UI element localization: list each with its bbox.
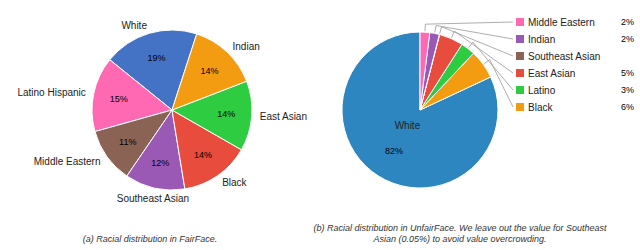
category-label: East Asian — [260, 111, 307, 122]
data-label: 6% — [621, 102, 634, 112]
label-swatch — [516, 52, 524, 60]
category-label: Black — [528, 102, 553, 113]
data-label: 82% — [385, 146, 403, 156]
data-label: 2% — [621, 34, 634, 44]
data-label: 14% — [194, 150, 212, 160]
category-label: Middle Eastern — [528, 17, 595, 28]
category-label: Latino Hispanic — [17, 87, 85, 98]
category-label: Middle Eastern — [34, 156, 101, 167]
category-label: Southeast Asian — [528, 51, 600, 62]
category-label: Latino — [528, 85, 556, 96]
pie-left — [92, 30, 252, 190]
data-label: 19% — [148, 53, 166, 63]
category-label: East Asian — [528, 68, 575, 79]
category-label: Indian — [233, 41, 260, 52]
category-label: Southeast Asian — [117, 193, 189, 204]
category-label: White — [395, 120, 421, 131]
caption: (b) Racial distribution in UnfairFace. W… — [314, 223, 607, 244]
category-label: White — [121, 20, 147, 31]
data-label: 11% — [119, 137, 136, 147]
category-label: Indian — [528, 34, 555, 45]
label-swatch — [516, 18, 524, 26]
chart-root: 19% White 15% Latino Hispanic 11% Middle East… — [0, 0, 640, 250]
data-label: 15% — [110, 94, 128, 104]
data-label: 3% — [621, 85, 634, 95]
pie-slice — [342, 32, 498, 188]
label-swatch — [516, 69, 524, 77]
pie-slice — [420, 32, 430, 110]
category-label: Black — [222, 177, 247, 188]
leader-line — [440, 27, 513, 56]
label-swatch — [516, 35, 524, 43]
label-swatch — [516, 86, 524, 94]
data-label: 14% — [217, 109, 235, 119]
data-label: 12% — [151, 158, 169, 168]
leader-line — [484, 60, 513, 107]
leader-line — [425, 22, 513, 31]
caption-line: (b) Racial distribution in UnfairFace. W… — [314, 223, 607, 233]
data-label: 5% — [621, 68, 634, 78]
pie-right — [342, 32, 498, 188]
caption-line: (a) Racial distribution in FairFace. — [83, 234, 218, 244]
caption: (a) Racial distribution in FairFace. — [83, 234, 218, 244]
caption-line: Asian (0.05%) to avoid value overcrowdin… — [372, 234, 546, 244]
label-swatch — [516, 103, 524, 111]
data-label: 2% — [621, 17, 634, 27]
data-label: 14% — [200, 66, 218, 76]
leader-line — [469, 42, 513, 90]
leader-line — [435, 26, 513, 39]
pie-slice — [420, 33, 439, 110]
